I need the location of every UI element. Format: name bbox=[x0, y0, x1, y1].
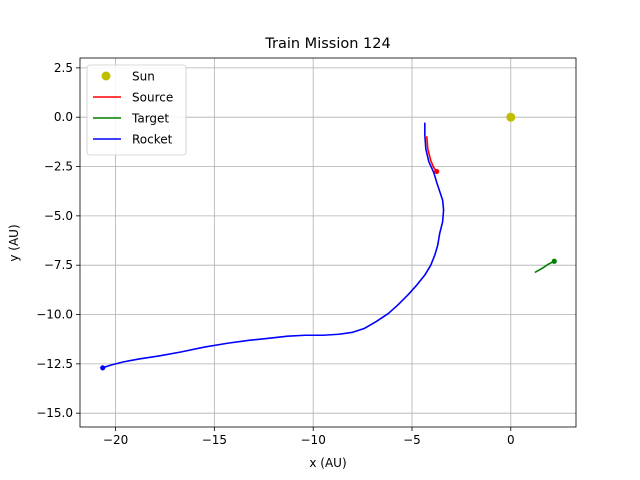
legend-sun-label: Sun bbox=[132, 70, 155, 84]
source-end-point bbox=[434, 168, 440, 175]
x-tick-label: −15 bbox=[202, 433, 227, 447]
legend: Sun Source Target Rocket bbox=[86, 64, 187, 156]
y-tick-label: 2.5 bbox=[54, 61, 73, 75]
x-tick-label: −20 bbox=[103, 433, 128, 447]
y-tick-label: 0.0 bbox=[54, 110, 73, 124]
y-tick-label: −5.0 bbox=[44, 209, 73, 223]
x-tick-label: 0 bbox=[507, 433, 515, 447]
axes-layer: −20 −15 −10 −5 0 2.5 0.0 −2.5 −5.0 −7.5 −10.0 −12.5… bbox=[36, 57, 577, 447]
source-trajectory-line bbox=[425, 136, 438, 173]
y-tick-label: −2.5 bbox=[44, 160, 73, 174]
x-axis-label: x (AU) bbox=[309, 456, 346, 470]
y-tick-label: −12.5 bbox=[36, 357, 73, 371]
y-tick-label: −15.0 bbox=[36, 406, 73, 420]
legend-box bbox=[86, 64, 187, 156]
sun-marker bbox=[506, 112, 516, 122]
legend-rocket-label: Rocket bbox=[132, 133, 173, 147]
y-axis-label: y (AU) bbox=[7, 224, 21, 261]
rocket-trajectory-line bbox=[101, 122, 445, 369]
legend-target-label: Target bbox=[131, 112, 169, 126]
rocket-end-point bbox=[100, 365, 106, 371]
series-layer bbox=[100, 112, 557, 371]
x-tick-label: −5 bbox=[403, 433, 421, 447]
legend-source-label: Source bbox=[132, 91, 173, 105]
target-trajectory-line bbox=[534, 260, 556, 273]
target-end-point bbox=[551, 258, 557, 264]
y-tick-label: −7.5 bbox=[44, 258, 73, 272]
legend-sun-marker bbox=[101, 71, 111, 81]
y-tick-label: −10.0 bbox=[36, 308, 73, 322]
chart-title: Train Mission 124 bbox=[264, 36, 390, 52]
x-tick-label: −10 bbox=[301, 433, 326, 447]
plot-frame bbox=[79, 57, 577, 428]
